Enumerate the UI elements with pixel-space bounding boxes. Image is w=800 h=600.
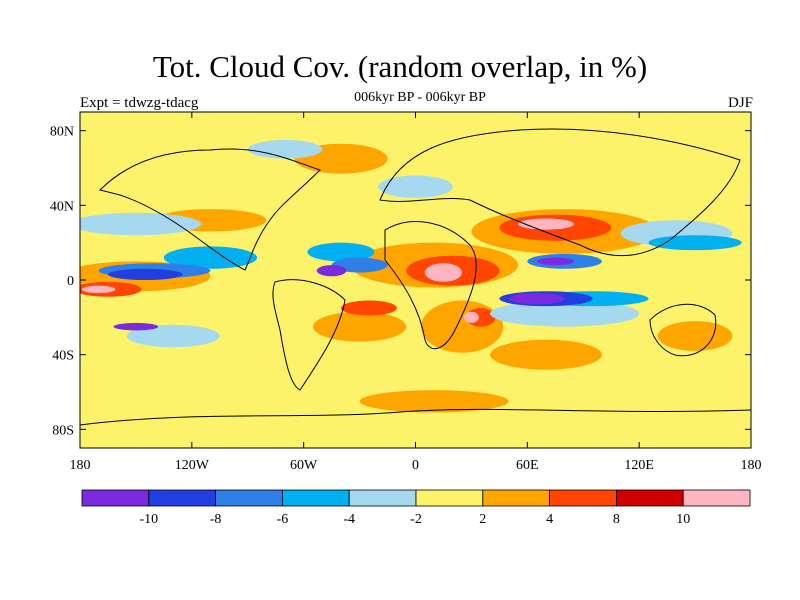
x-tick-label-6: 180 [741,458,762,473]
colorbar-label-1: -8 [210,512,222,527]
colorbar-label-6: 4 [546,512,553,527]
coastline-north-america [99,148,321,271]
anomaly-region-19 [80,212,202,236]
y-tick-label-4: 80S [52,423,74,438]
anomaly-regions [80,140,742,413]
colorbar-label-2: -6 [277,512,289,527]
y-tick-label-2: 0 [67,274,74,289]
plot-title: Tot. Cloud Cov. (random overlap, in %) [152,49,648,84]
colorbar-swatch-1 [148,489,217,507]
experiment-label: Expt = tdwzg-tdacg [80,95,199,111]
x-tick-label-2: 60W [290,458,318,473]
x-tick-label-4: 60E [516,458,539,473]
coastlines [80,128,751,426]
colorbar-swatch-2 [215,489,283,507]
colorbar-label-8: 10 [676,512,690,527]
colorbar-swatch-9 [682,489,751,507]
anomaly-region-34 [113,322,159,331]
anomaly-region-4 [312,311,407,342]
coastline-antarctica [80,408,751,426]
anomaly-region-24 [490,300,640,327]
anomaly-region-7 [490,339,602,370]
anomaly-region-21 [126,324,220,348]
colorbar-swatch-3 [281,489,350,507]
plot-subtitle: 006kyr BP - 006kyr BP [354,90,486,105]
x-tick-label-3: 0 [412,458,419,473]
season-label: DJF [727,95,753,111]
x-tick-label-1: 120W [175,458,210,473]
colorbar-label-5: 2 [479,512,486,527]
y-tick-label-1: 40N [50,199,74,214]
colorbar-label-4: -2 [410,512,422,527]
colorbar-label-7: 8 [613,512,620,527]
colorbar-label-3: -4 [343,512,355,527]
anomaly-region-26 [307,242,375,262]
y-tick-label-3: 40S [52,349,74,364]
anomaly-region-9 [359,390,509,413]
coastline-australia [649,303,717,357]
colorbar-swatch-8 [616,489,684,507]
anomaly-region-6 [657,321,733,351]
colorbar-swatch-4 [348,489,417,507]
colorbar: -10 -8 -6 -4 -2 2 4 8 10 [81,489,751,527]
anomaly-region-14 [340,300,397,316]
anomaly-region-35 [508,293,565,305]
anomaly-region-18 [463,311,479,323]
coastline-africa [384,221,477,350]
anomaly-region-32 [107,268,183,280]
anomaly-region-22 [378,175,453,198]
x-tick-label-0: 180 [70,458,91,473]
anomaly-region-3 [421,300,504,353]
anomaly-region-27 [648,235,742,251]
colorbar-swatch-7 [549,489,617,507]
y-axis: 80N 40N 0 40S 80S [50,125,751,438]
coastline-eurasia [379,128,741,257]
anomaly-region-17 [81,285,116,294]
colorbar-label-0: -10 [139,512,158,527]
y-tick-label-0: 80N [50,125,74,140]
coastline-south-america [272,279,346,391]
colorbar-swatch-5 [415,489,484,507]
x-axis: 180 120W 60W 0 60E 120E 180 [70,112,762,473]
colorbar-swatch-6 [482,489,550,507]
x-tick-label-5: 120E [624,458,654,473]
anomaly-region-36 [316,265,347,277]
anomaly-region-37 [536,257,574,266]
colorbar-swatch-0 [81,489,150,507]
anomaly-region-23 [247,140,323,159]
anomaly-region-16 [424,263,463,282]
